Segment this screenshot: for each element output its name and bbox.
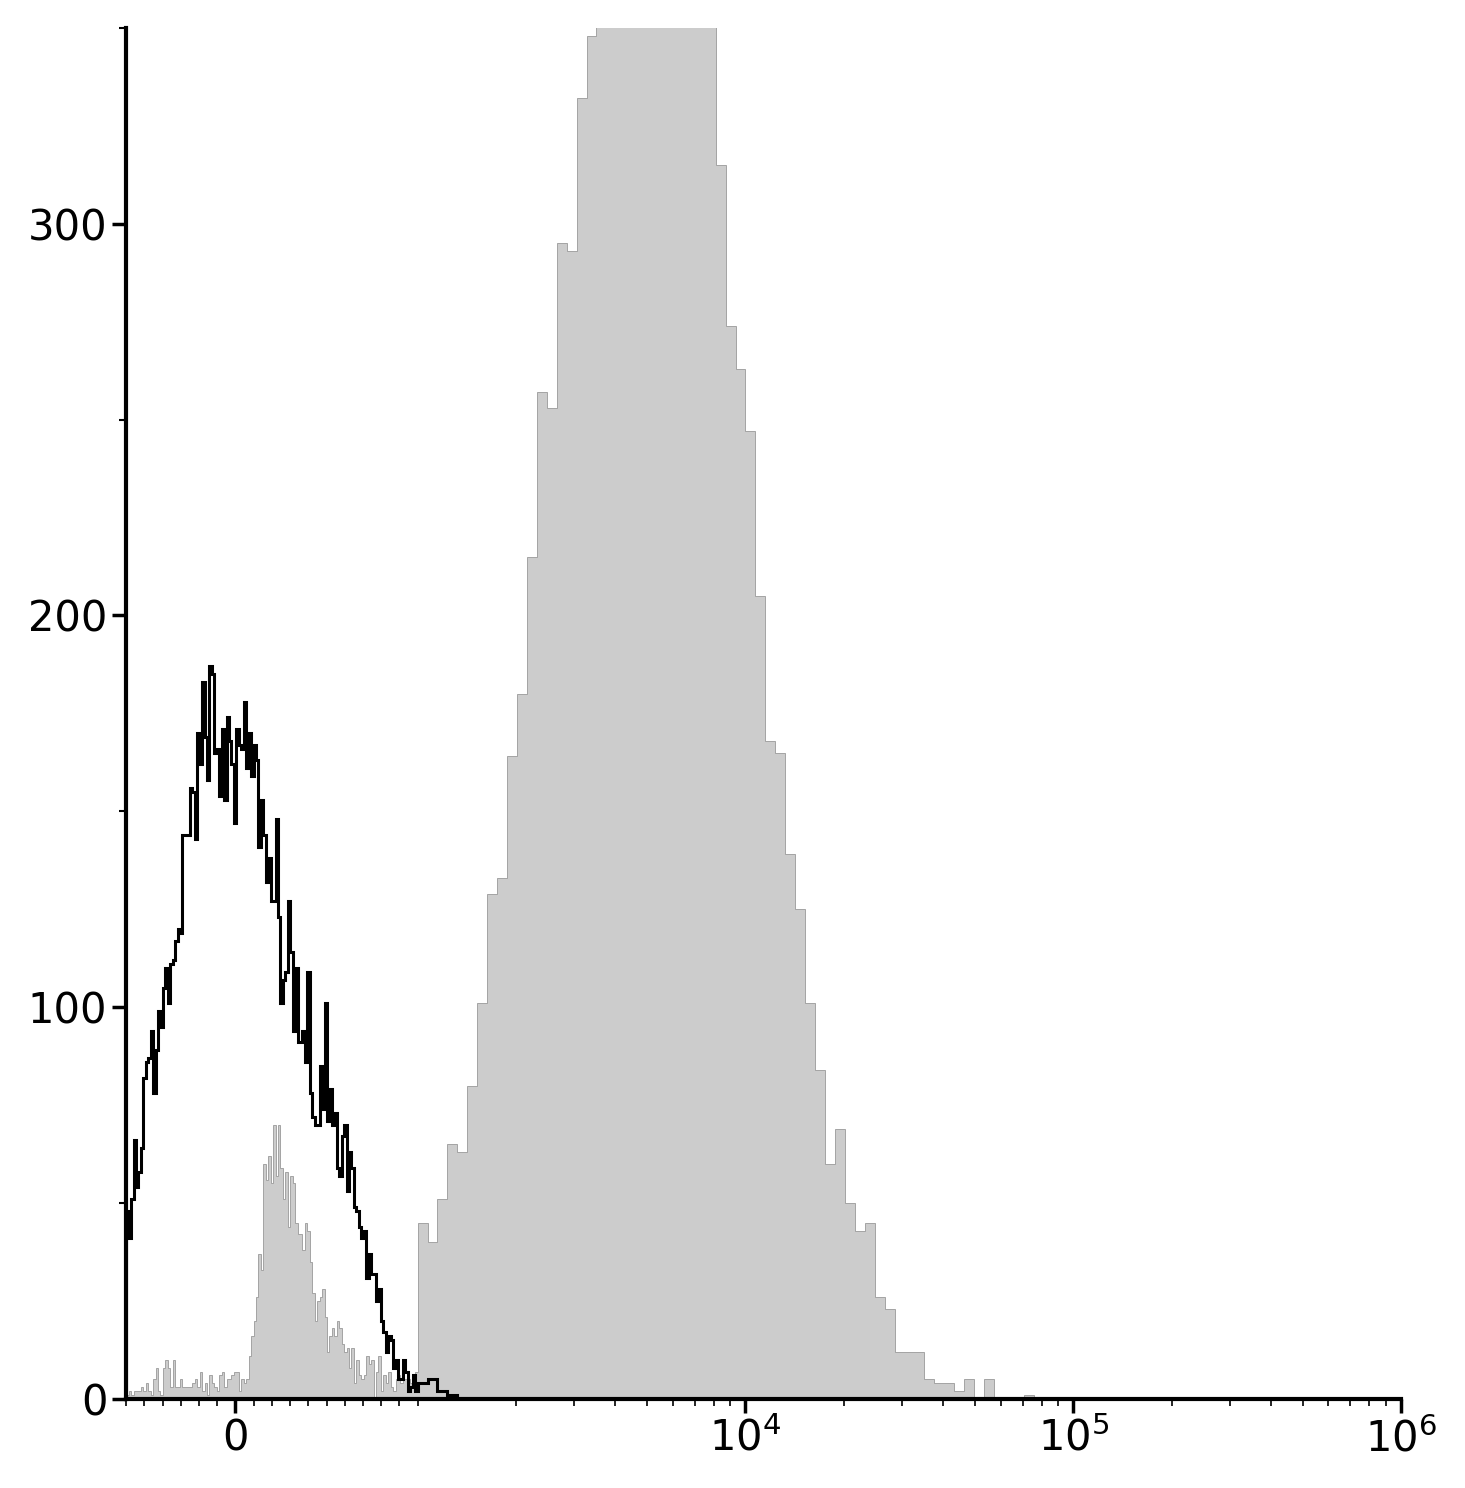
Polygon shape: [126, 0, 1401, 1399]
